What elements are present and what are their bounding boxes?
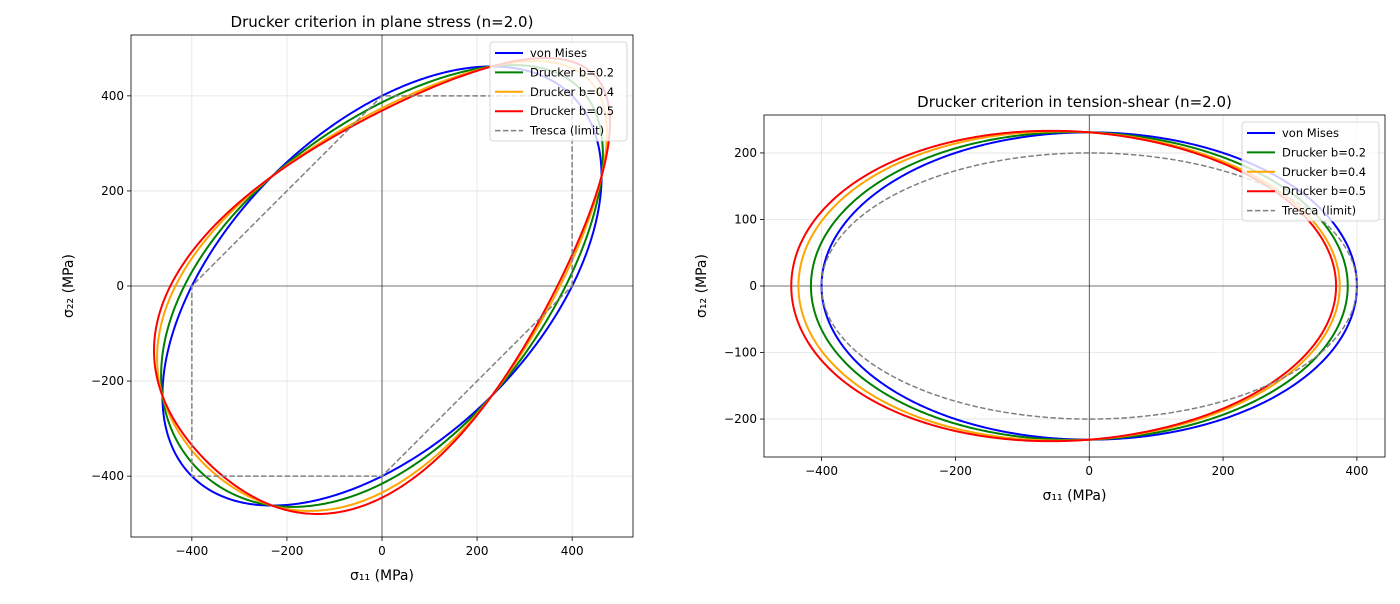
legend-box — [1241, 121, 1380, 222]
y-tick-label: −100 — [724, 346, 757, 360]
legend-label: Drucker b=0.2 — [530, 65, 614, 79]
plot-area — [790, 129, 1358, 443]
legend-label: Drucker b=0.4 — [530, 85, 614, 99]
series-line-von-mises — [820, 131, 1358, 441]
legend-label: Drucker b=0.2 — [1282, 145, 1366, 159]
legend-label: Drucker b=0.4 — [1282, 165, 1366, 179]
legend-box — [489, 41, 628, 142]
chart-title: Drucker criterion in tension-shear (n=2.… — [917, 93, 1232, 111]
y-axis-label: σ₁₂ (MPa) — [694, 254, 710, 318]
x-tick-label: 200 — [466, 544, 489, 558]
y-axis-label: σ₂₂ (MPa) — [61, 254, 77, 318]
series-line-drucker-b-0-2 — [809, 131, 1349, 441]
y-tick-label: 200 — [734, 146, 757, 160]
y-tick-label: 400 — [101, 89, 124, 103]
x-axis-label: σ₁₁ (MPa) — [1043, 488, 1107, 504]
series-line-tresca-limit- — [820, 152, 1358, 420]
y-tick-label: −400 — [91, 469, 124, 483]
x-tick-label: 200 — [1212, 464, 1235, 478]
x-tick-label: −200 — [270, 544, 303, 558]
legend: von Mises Drucker b=0.2 Drucker b=0.4 Druck… — [489, 41, 628, 142]
y-tick-label: 100 — [734, 212, 757, 226]
legend-label: Drucker b=0.5 — [530, 104, 614, 118]
series-line-drucker-b-0-4 — [797, 130, 1341, 442]
legend: von Mises Drucker b=0.2 Drucker b=0.4 Druck… — [1241, 121, 1380, 222]
x-tick-label: 400 — [1345, 464, 1368, 478]
legend-label: Drucker b=0.5 — [1282, 184, 1366, 198]
chart-2: −400 −200 0 200 400 −200 −100 0 100 200 Drucker cr… — [694, 93, 1386, 504]
y-tick-label: −200 — [724, 412, 757, 426]
legend-label: von Mises — [530, 46, 587, 60]
x-tick-label: 0 — [1085, 464, 1093, 478]
legend-label: Tresca (limit) — [1281, 204, 1356, 218]
chart-title: Drucker criterion in plane stress (n=2.0… — [231, 13, 534, 31]
y-tick-label: 0 — [116, 279, 124, 293]
x-tick-label: 0 — [378, 544, 386, 558]
chart-1: −400 −200 0 200 400 −400 −200 0 200 400 Drucker cr… — [61, 13, 634, 584]
x-tick-label: 400 — [561, 544, 584, 558]
y-tick-label: −200 — [91, 374, 124, 388]
x-tick-label: −400 — [175, 544, 208, 558]
x-axis-label: σ₁₁ (MPa) — [350, 568, 414, 584]
x-tick-label: −200 — [939, 464, 972, 478]
legend-label: Tresca (limit) — [529, 124, 604, 138]
x-tick-label: −400 — [805, 464, 838, 478]
legend-label: von Mises — [1282, 126, 1339, 140]
y-tick-label: 0 — [749, 279, 757, 293]
series-line-drucker-b-0-5 — [790, 129, 1338, 443]
y-tick-label: 200 — [101, 184, 124, 198]
